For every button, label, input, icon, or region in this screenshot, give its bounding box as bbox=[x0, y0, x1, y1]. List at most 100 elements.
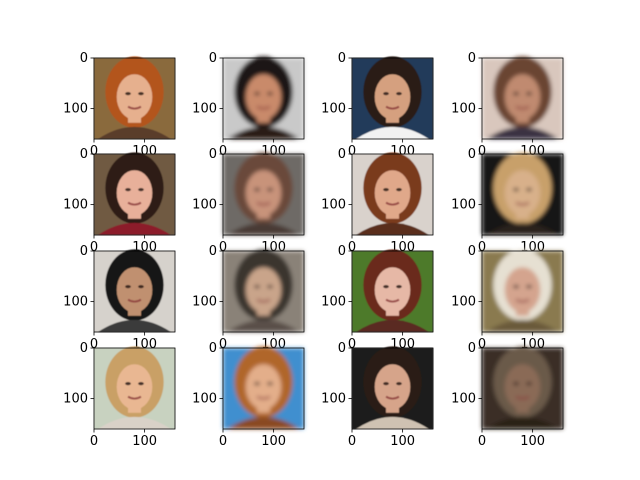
x-tick-label: 0 bbox=[219, 337, 227, 352]
y-tick-label: 100 bbox=[451, 102, 476, 117]
x-tick-label: 0 bbox=[90, 240, 98, 255]
x-tick-label: 0 bbox=[90, 434, 98, 449]
face-image bbox=[482, 346, 563, 429]
y-tick-label: 0 bbox=[209, 341, 217, 356]
y-tick-label: 0 bbox=[80, 341, 88, 356]
y-tick-label: 0 bbox=[209, 51, 217, 66]
x-tick-label: 0 bbox=[348, 240, 356, 255]
face-image bbox=[223, 346, 304, 429]
x-tick-label: 100 bbox=[520, 434, 545, 449]
axes-frame bbox=[481, 153, 564, 236]
axes-frame bbox=[93, 347, 176, 430]
y-tick-label: 100 bbox=[192, 295, 217, 310]
y-tick-label: 100 bbox=[321, 295, 346, 310]
y-tick-label: 0 bbox=[80, 244, 88, 259]
face-image bbox=[482, 249, 563, 332]
axes-frame bbox=[93, 153, 176, 236]
face-image bbox=[352, 249, 433, 332]
axes-frame bbox=[222, 153, 305, 236]
y-tick-label: 100 bbox=[63, 392, 88, 407]
y-tick-label: 100 bbox=[451, 295, 476, 310]
panel: 0 100 0 100 bbox=[192, 341, 305, 449]
panel: 0 100 0 100 bbox=[63, 341, 176, 449]
y-tick-label: 0 bbox=[468, 51, 476, 66]
y-tick-label: 100 bbox=[63, 198, 88, 213]
y-tick-label: 100 bbox=[192, 392, 217, 407]
x-tick-label: 0 bbox=[478, 144, 486, 159]
axes-frame bbox=[351, 347, 434, 430]
y-tick-label: 0 bbox=[80, 147, 88, 162]
x-tick-label: 0 bbox=[348, 337, 356, 352]
y-tick-label: 100 bbox=[321, 392, 346, 407]
y-tick-label: 0 bbox=[338, 341, 346, 356]
y-tick-label: 0 bbox=[209, 244, 217, 259]
x-tick-label: 0 bbox=[90, 337, 98, 352]
axes-frame bbox=[93, 250, 176, 333]
axes-frame bbox=[481, 57, 564, 140]
x-tick-label: 0 bbox=[348, 434, 356, 449]
y-tick-label: 0 bbox=[80, 51, 88, 66]
y-tick-label: 100 bbox=[192, 102, 217, 117]
x-tick-label: 0 bbox=[478, 240, 486, 255]
x-tick-label: 0 bbox=[348, 144, 356, 159]
axes-frame bbox=[222, 347, 305, 430]
x-tick-label: 0 bbox=[219, 144, 227, 159]
face-image bbox=[94, 56, 175, 139]
y-tick-label: 100 bbox=[451, 392, 476, 407]
y-tick-label: 0 bbox=[338, 147, 346, 162]
y-tick-label: 0 bbox=[468, 341, 476, 356]
axes-frame bbox=[481, 347, 564, 430]
face-image bbox=[352, 56, 433, 139]
face-image bbox=[223, 56, 304, 139]
x-tick-label: 0 bbox=[219, 240, 227, 255]
x-tick-label: 100 bbox=[261, 434, 286, 449]
face-image bbox=[352, 346, 433, 429]
face-image bbox=[94, 249, 175, 332]
y-tick-label: 0 bbox=[468, 147, 476, 162]
axes-frame bbox=[222, 250, 305, 333]
y-tick-label: 0 bbox=[209, 147, 217, 162]
face-image bbox=[482, 56, 563, 139]
x-tick-label: 100 bbox=[390, 434, 415, 449]
face-image bbox=[223, 152, 304, 235]
face-image bbox=[94, 152, 175, 235]
y-tick-label: 0 bbox=[468, 244, 476, 259]
axes-frame bbox=[351, 153, 434, 236]
face-image bbox=[94, 346, 175, 429]
axes-frame bbox=[222, 57, 305, 140]
face-image bbox=[352, 152, 433, 235]
face-image bbox=[223, 249, 304, 332]
y-tick-label: 100 bbox=[192, 198, 217, 213]
axes-frame bbox=[351, 57, 434, 140]
y-tick-label: 0 bbox=[338, 244, 346, 259]
y-tick-label: 100 bbox=[451, 198, 476, 213]
axes-frame bbox=[93, 57, 176, 140]
face-image bbox=[482, 152, 563, 235]
panels-layer: 0 100 0 100 0 100 0 100 0 100 0 100 0 100 0 100 0 100 0 100… bbox=[63, 51, 564, 449]
x-tick-label: 0 bbox=[219, 434, 227, 449]
y-tick-label: 0 bbox=[338, 51, 346, 66]
x-tick-label: 0 bbox=[90, 144, 98, 159]
y-tick-label: 100 bbox=[321, 198, 346, 213]
x-tick-label: 0 bbox=[478, 337, 486, 352]
panel: 0 100 0 100 bbox=[451, 341, 564, 449]
x-tick-label: 0 bbox=[478, 434, 486, 449]
axes-frame bbox=[481, 250, 564, 333]
y-tick-label: 100 bbox=[63, 102, 88, 117]
axes-frame bbox=[351, 250, 434, 333]
y-tick-label: 100 bbox=[63, 295, 88, 310]
x-tick-label: 100 bbox=[132, 434, 157, 449]
panel: 0 100 0 100 bbox=[321, 341, 434, 449]
